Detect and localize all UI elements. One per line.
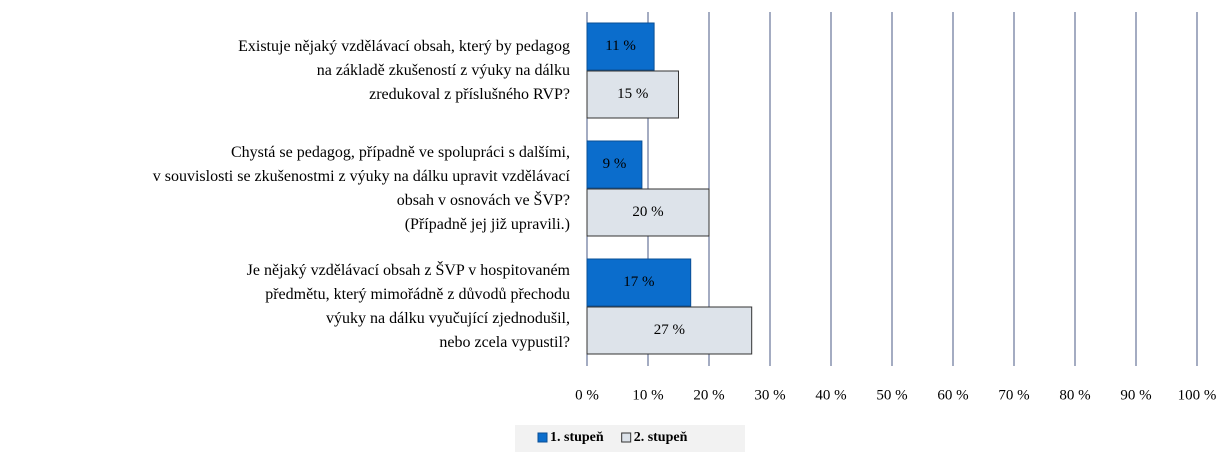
x-tick-label: 20 % (693, 387, 724, 403)
value-label: 11 % (605, 38, 636, 54)
x-tick-label: 40 % (815, 387, 846, 403)
category-line: předmětu, který mimořádně z důvodů přech… (265, 286, 570, 303)
x-tick-label: 50 % (876, 387, 907, 403)
value-label: 20 % (632, 204, 663, 220)
x-tick-label: 10 % (632, 387, 663, 403)
x-tick-label: 90 % (1120, 387, 1151, 403)
category-line: obsah v osnovách ve ŠVP? (397, 190, 570, 209)
value-label: 9 % (603, 156, 627, 172)
category-line: Chystá se pedagog, případně ve spoluprác… (231, 144, 570, 161)
value-label: 15 % (617, 86, 648, 102)
category-line: Existuje nějaký vzdělávací obsah, který … (238, 38, 570, 55)
x-tick-label: 100 % (1178, 387, 1217, 403)
x-tick-label: 0 % (575, 387, 599, 403)
legend-swatch (621, 432, 632, 443)
category-line: v souvislosti se zkušenostmi z výuky na … (153, 168, 571, 185)
category-label: Existuje nějaký vzdělávací obsah, který … (238, 38, 570, 103)
x-tick-label: 80 % (1059, 387, 1090, 403)
bar (586, 188, 710, 237)
category-line: Je nějaký vzdělávací obsah z ŠVP v hospi… (247, 260, 571, 279)
value-label: 17 % (623, 274, 654, 290)
bar (586, 70, 679, 119)
legend-swatch (537, 432, 548, 443)
legend-label: 2. stupeň (634, 430, 688, 445)
category-line: nebo zcela vypustil? (439, 334, 570, 351)
bar (586, 258, 692, 307)
category-line: na základě zkušeností z výuky na dálku (317, 62, 570, 79)
category-line: (Případně jej již upravili.) (405, 216, 570, 233)
category-label: Chystá se pedagog, případně ve spoluprác… (153, 144, 571, 233)
category-label: Je nějaký vzdělávací obsah z ŠVP v hospi… (247, 260, 571, 351)
legend-label: 1. stupeň (550, 430, 604, 445)
value-label: 27 % (654, 322, 685, 338)
bar (586, 22, 655, 71)
category-line: výuky na dálku vyučující zjednodušil, (326, 310, 570, 327)
bar (586, 306, 753, 355)
category-line: zredukoval z příslušného RVP? (369, 86, 570, 103)
x-tick-label: 30 % (754, 387, 785, 403)
bar (586, 140, 643, 189)
x-tick-label: 60 % (937, 387, 968, 403)
x-tick-label: 70 % (998, 387, 1029, 403)
